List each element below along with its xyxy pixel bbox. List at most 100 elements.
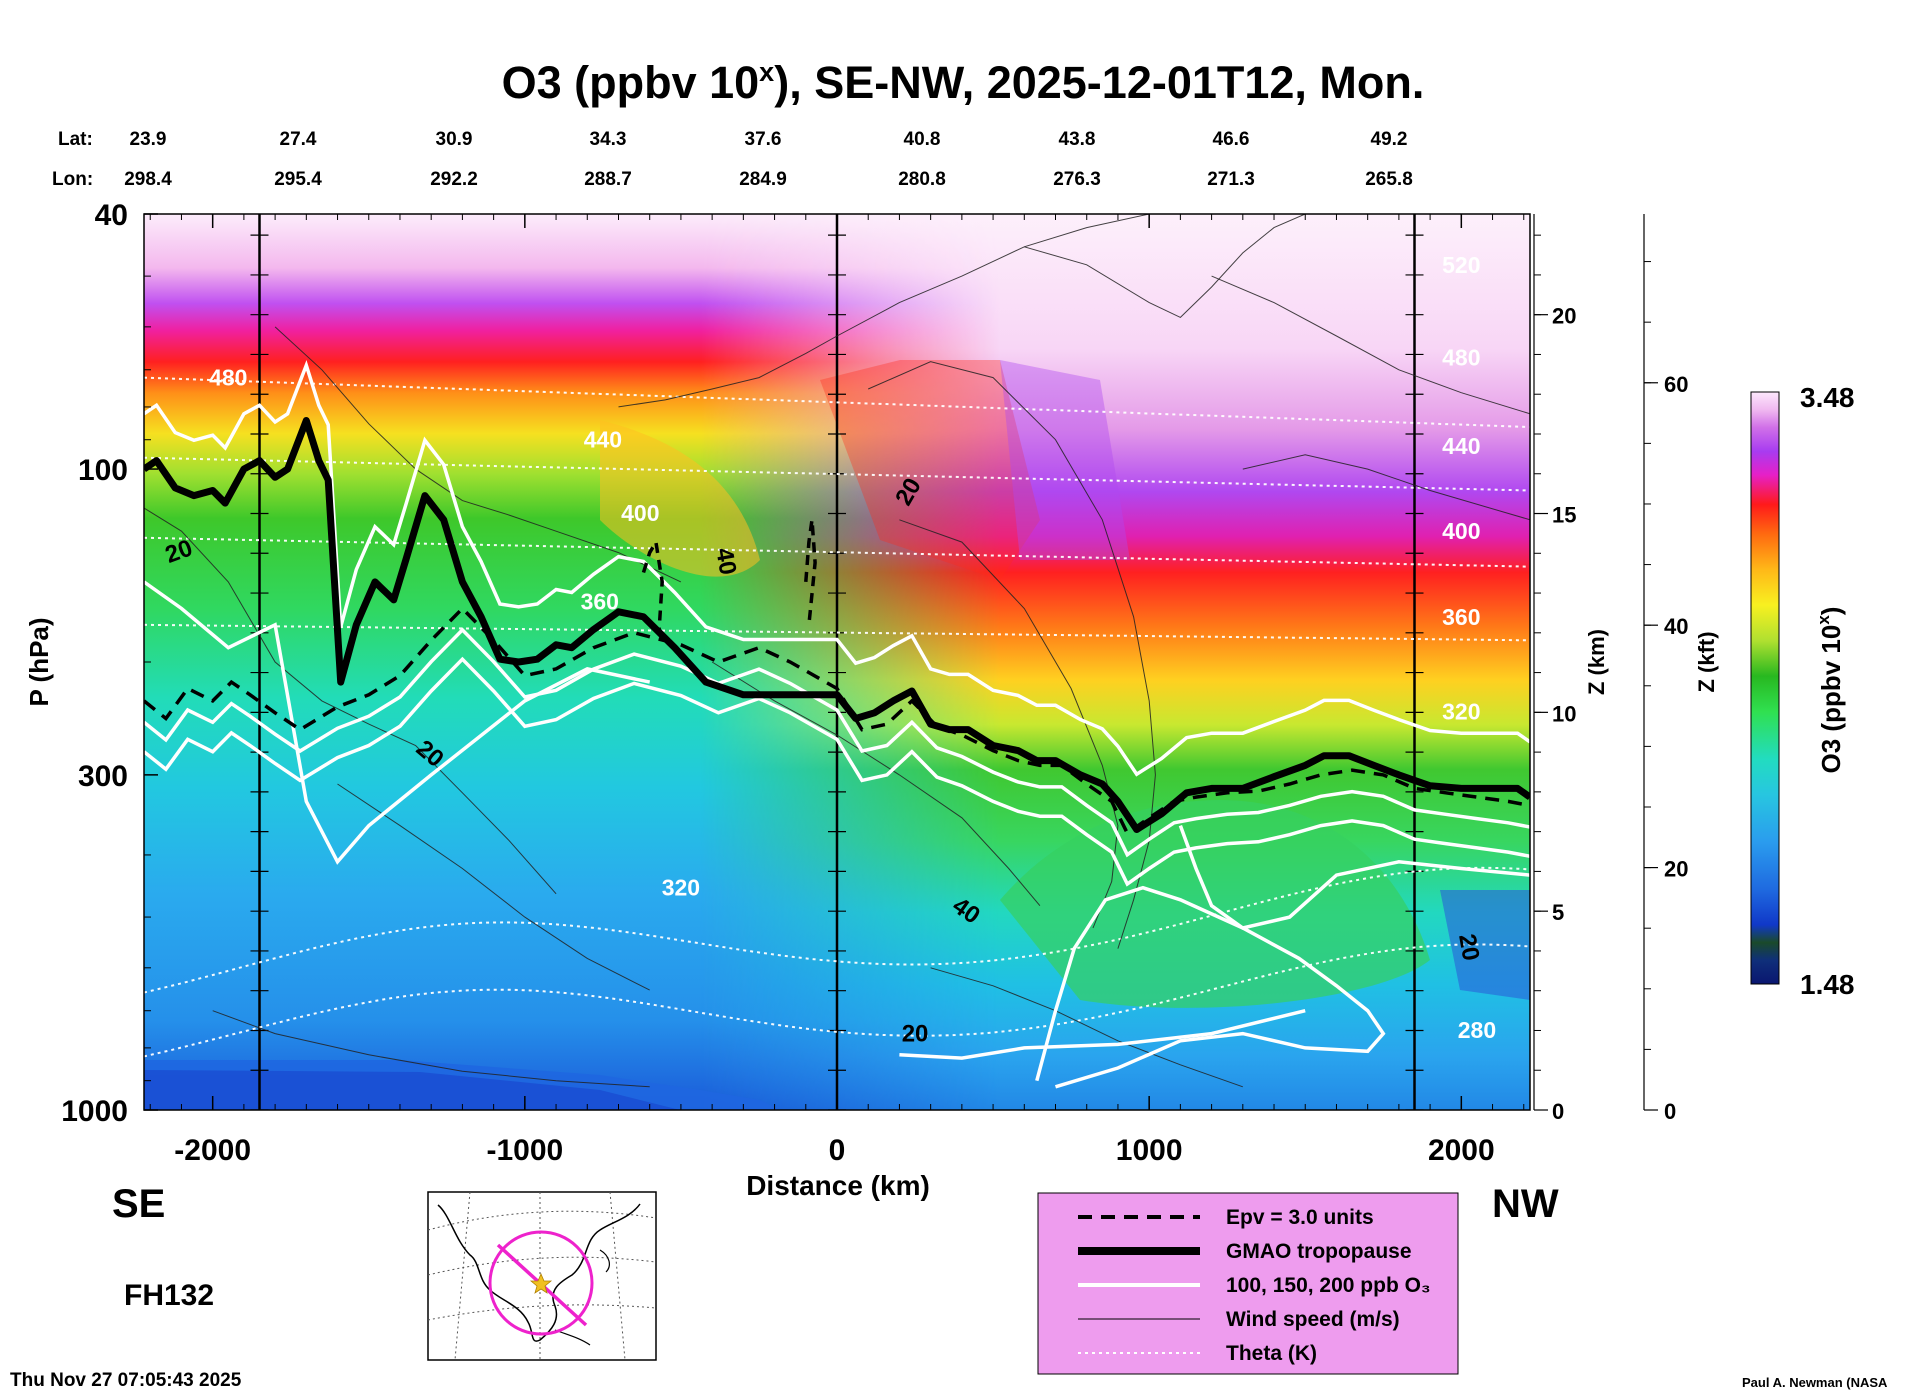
wind-speed-contour bbox=[618, 214, 1150, 408]
lat-value: 34.3 bbox=[590, 129, 627, 150]
wind-speed-contour bbox=[867, 361, 1156, 949]
lat-value: 30.9 bbox=[436, 129, 473, 150]
y-axis-label: P (hPa) bbox=[24, 617, 54, 706]
y-tick-label: 100 bbox=[78, 454, 128, 487]
theta-label: 320 bbox=[662, 875, 700, 901]
x-tick-label: 0 bbox=[829, 1134, 846, 1167]
center-star-icon bbox=[529, 1272, 553, 1294]
tropopause-line bbox=[144, 417, 1530, 833]
wind-speed-contour bbox=[930, 967, 1243, 1088]
direction-nw: NW bbox=[1492, 1182, 1559, 1226]
theta-label: 440 bbox=[1442, 433, 1480, 459]
z-km-tick-label: 20 bbox=[1552, 304, 1576, 329]
credit: Paul A. Newman (NASA bbox=[1742, 1375, 1888, 1390]
lon-value: 280.8 bbox=[898, 169, 946, 190]
legend-label: Theta (K) bbox=[1226, 1342, 1317, 1365]
legend-label: Epv = 3.0 units bbox=[1226, 1206, 1374, 1229]
legend: Epv = 3.0 units GMAO tropopause 100, 150, … bbox=[1037, 1192, 1459, 1375]
z-kft-tick-label: 40 bbox=[1664, 614, 1688, 639]
wind-speed-label: 20 bbox=[1453, 932, 1484, 963]
y-tick-label: 300 bbox=[78, 760, 128, 793]
direction-se: SE bbox=[112, 1182, 165, 1226]
lon-label: Lon: bbox=[52, 169, 93, 190]
theta-label: 360 bbox=[581, 589, 619, 615]
lat-value: 49.2 bbox=[1371, 129, 1408, 150]
theta-label: 480 bbox=[209, 365, 247, 391]
z-kft-tick-label: 20 bbox=[1664, 857, 1688, 882]
theta-label: 320 bbox=[1442, 699, 1480, 725]
colorbar-min: 1.48 bbox=[1800, 969, 1855, 1000]
y-tick-label: 40 bbox=[95, 199, 128, 232]
epv-contour bbox=[144, 606, 1530, 836]
ozone-isoline bbox=[144, 580, 651, 865]
theta-label: 280 bbox=[1458, 1017, 1496, 1043]
wind-speed-contour bbox=[337, 783, 650, 991]
colorbar-max: 3.48 bbox=[1800, 382, 1855, 413]
x-tick-label: -2000 bbox=[174, 1134, 251, 1167]
colorbar: 3.48 1.48 O3 (ppbv 10x) bbox=[1750, 382, 1855, 1000]
legend-label: Wind speed (m/s) bbox=[1226, 1308, 1400, 1331]
lat-value: 46.6 bbox=[1213, 129, 1250, 150]
lat-value: 27.4 bbox=[280, 129, 317, 150]
coastline-icon bbox=[437, 1203, 641, 1342]
lon-value: 265.8 bbox=[1365, 169, 1413, 190]
lon-value: 276.3 bbox=[1053, 169, 1101, 190]
theta-line bbox=[144, 623, 1530, 642]
theta-line bbox=[144, 376, 1530, 429]
wind-speed-contour bbox=[899, 519, 1119, 929]
ozone-isoline bbox=[1035, 885, 1386, 1089]
theta-label: 360 bbox=[1442, 604, 1480, 630]
ozone-isoline bbox=[144, 627, 1530, 858]
axes: -2000 -1000 0 1000 2000 40 100 300 1000 20 15 10 5 0 6… bbox=[61, 199, 1688, 1167]
theta-line bbox=[144, 866, 1530, 994]
section-circle bbox=[488, 1230, 594, 1336]
wind-speed-contour bbox=[1242, 454, 1530, 521]
ozone-isoline bbox=[144, 656, 1530, 887]
z-kft-tick-label: 0 bbox=[1664, 1099, 1676, 1124]
lon-value: 292.2 bbox=[430, 169, 478, 190]
x-axis-label: Distance (km) bbox=[746, 1170, 930, 1201]
theta-line bbox=[144, 456, 1530, 492]
inset-map bbox=[427, 1191, 657, 1361]
ozone-isoline bbox=[144, 359, 1530, 777]
lat-label: Lat: bbox=[58, 129, 93, 150]
colorbar-scale bbox=[1750, 391, 1780, 985]
theta-label: 480 bbox=[1442, 345, 1480, 371]
ozone-isoline bbox=[899, 1009, 1306, 1060]
forecast-hour: FH132 bbox=[124, 1279, 214, 1312]
lon-value: 271.3 bbox=[1207, 169, 1255, 190]
lat-value: 43.8 bbox=[1059, 129, 1096, 150]
chart-title: O3 (ppbv 10x), SE-NW, 2025-12-01T12, Mon… bbox=[502, 57, 1425, 108]
y-tick-label: 1000 bbox=[61, 1095, 128, 1128]
colorbar-label: O3 (ppbv 10x) bbox=[1814, 607, 1846, 774]
ozone-isoline bbox=[1178, 825, 1530, 930]
theta-label: 400 bbox=[621, 500, 659, 526]
overlay-lines: 480 440 400 360 320 520 480 440 400 360 320 280 20 20… bbox=[144, 214, 1530, 1110]
epv-contour bbox=[641, 537, 664, 630]
z-km-label: Z (km) bbox=[1584, 629, 1609, 695]
wind-speed-contour bbox=[1024, 214, 1306, 319]
wind-speed-label: 20 bbox=[902, 1021, 929, 1048]
theta-label: 440 bbox=[584, 427, 622, 453]
wind-speed-contour bbox=[274, 326, 682, 583]
lon-value: 295.4 bbox=[274, 169, 322, 190]
legend-label: 100, 150, 200 ppb O₃ bbox=[1226, 1274, 1431, 1297]
lat-value: 40.8 bbox=[904, 129, 941, 150]
lon-value: 284.9 bbox=[739, 169, 787, 190]
lon-value: 298.4 bbox=[124, 169, 172, 190]
x-tick-label: 2000 bbox=[1428, 1134, 1495, 1167]
wind-speed-contour bbox=[711, 661, 1041, 907]
z-kft-label: Z (kft) bbox=[1694, 631, 1719, 692]
wind-speed-contour bbox=[144, 507, 557, 895]
lat-lon-row: 23.9 27.4 30.9 34.3 37.6 40.8 43.8 46.6 49.2 298.… bbox=[124, 129, 1413, 190]
x-tick-label: -1000 bbox=[486, 1134, 563, 1167]
lat-value: 37.6 bbox=[745, 129, 782, 150]
lat-value: 23.9 bbox=[130, 129, 167, 150]
z-kft-tick-label: 60 bbox=[1664, 372, 1688, 397]
x-tick-label: 1000 bbox=[1116, 1134, 1183, 1167]
theta-label: 520 bbox=[1442, 252, 1480, 278]
theta-label: 400 bbox=[1442, 518, 1480, 544]
lon-value: 288.7 bbox=[584, 169, 632, 190]
